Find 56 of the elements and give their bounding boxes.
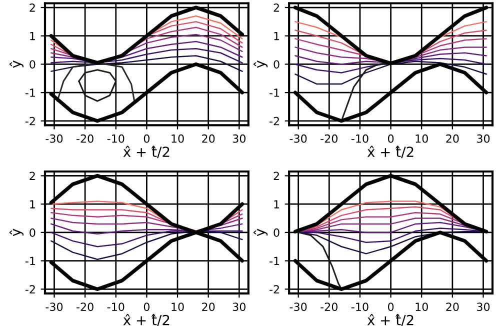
x-tick-label: 0: [144, 302, 150, 312]
y-axis-title: ŷ: [10, 228, 24, 236]
y-tick-label: 2: [30, 172, 35, 180]
x-tick-label: -20: [76, 302, 94, 312]
y-axis-title: ŷ: [10, 60, 24, 68]
y-tick-label: 1: [274, 200, 280, 208]
y-tick-label: -1: [25, 88, 35, 97]
x-tick-label: -30: [290, 134, 307, 143]
x-tick-label: 0: [388, 134, 394, 143]
x-tick-label: -20: [320, 134, 338, 143]
y-tick-label: -1: [270, 88, 280, 97]
y-tick-label: 2: [30, 3, 35, 12]
y-tick-label: -1: [25, 256, 35, 266]
x-tick-label: 30: [477, 134, 490, 143]
x-tick-label: -10: [107, 134, 124, 143]
x-tick-label: -10: [351, 134, 368, 143]
x-tick-label: 30: [232, 134, 246, 143]
y-tick-label: 1: [30, 32, 35, 40]
y-tick-label: 1: [30, 200, 35, 208]
y-tick-label: -2: [270, 116, 279, 126]
y-tick-label: 1: [274, 32, 280, 40]
x-tick-label: -30: [46, 302, 63, 312]
x-axis-title: x̂ + t̂/2: [123, 314, 170, 326]
x-tick-label: 10: [172, 134, 184, 143]
y-tick-label: 2: [274, 3, 279, 12]
x-tick-label: -10: [351, 302, 368, 312]
x-tick-label: 0: [144, 134, 150, 143]
x-tick-label: 20: [446, 134, 459, 143]
x-tick-label: -20: [76, 134, 94, 143]
x-axis-title: x̂ + t̂/2: [367, 146, 414, 158]
x-tick-label: -10: [107, 302, 124, 312]
x-tick-label: 10: [416, 302, 428, 312]
y-axis-title: ŷ: [254, 228, 268, 236]
y-tick-label: 0: [30, 228, 36, 237]
y-tick-label: -2: [25, 285, 35, 294]
x-tick-label: 20: [202, 134, 215, 143]
y-tick-label: -2: [270, 285, 279, 294]
y-tick-label: 0: [274, 60, 280, 69]
x-tick-label: -30: [290, 302, 307, 312]
x-tick-label: -20: [320, 302, 338, 312]
y-tick-label: -1: [270, 256, 280, 266]
y-tick-label: 0: [30, 60, 36, 69]
y-tick-label: 2: [274, 172, 279, 180]
y-tick-label: 0: [274, 228, 280, 237]
y-tick-label: -2: [25, 116, 35, 126]
x-tick-label: 10: [172, 302, 184, 312]
x-tick-label: 30: [232, 302, 246, 312]
x-tick-label: 20: [446, 302, 459, 312]
x-tick-label: 30: [477, 302, 490, 312]
x-axis-title: x̂ + t̂/2: [123, 146, 170, 158]
y-axis-title: ŷ: [254, 60, 268, 68]
x-tick-label: 0: [388, 302, 394, 312]
x-tick-label: 20: [202, 302, 215, 312]
x-axis-title: x̂ + t̂/2: [367, 314, 414, 326]
x-tick-label: 10: [416, 134, 428, 143]
x-tick-label: -30: [46, 134, 63, 143]
